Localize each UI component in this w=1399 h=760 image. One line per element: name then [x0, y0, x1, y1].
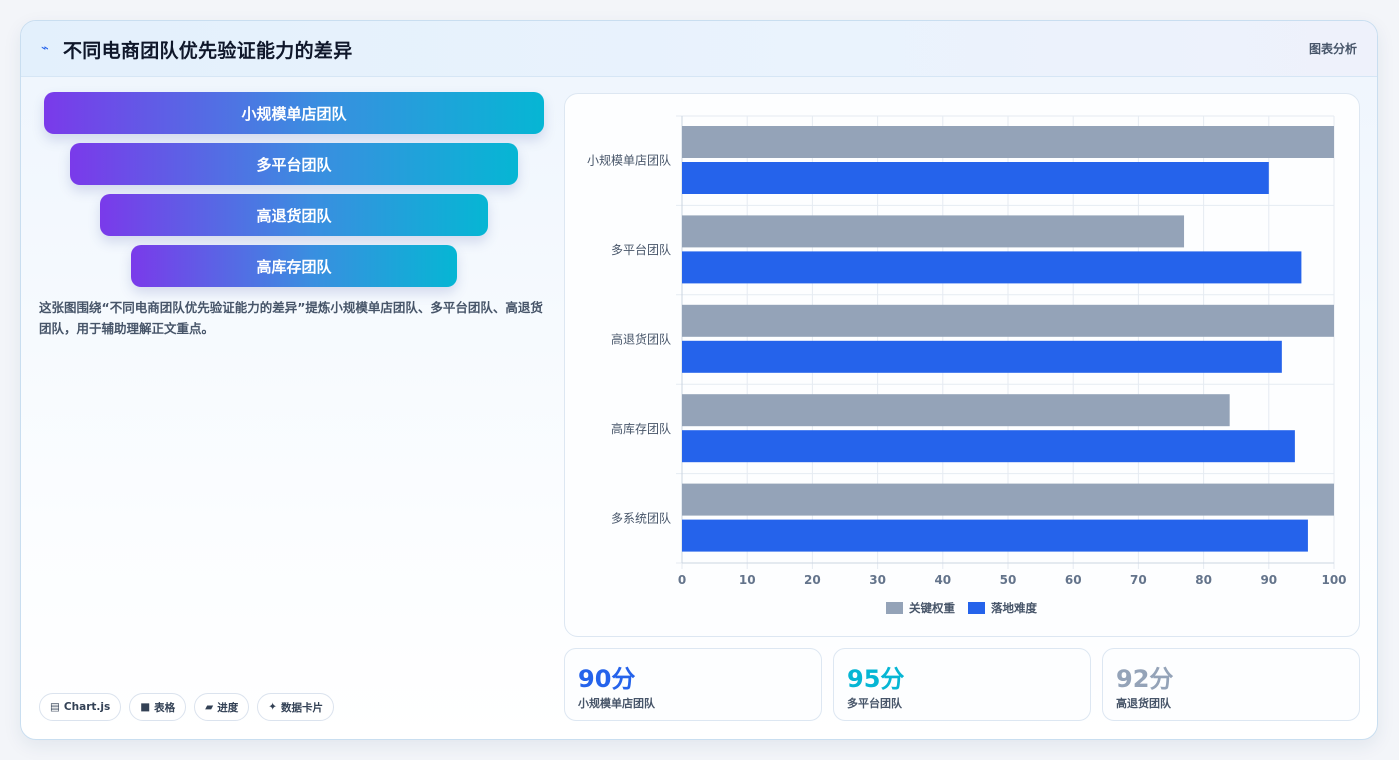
main-card: ⌁ 不同电商团队优先验证能力的差异 图表分析 小规模单店团队 多平台团队 高退货… [20, 20, 1378, 740]
x-tick-label: 30 [869, 573, 886, 587]
x-tick-label: 40 [934, 573, 951, 587]
legend-swatch [886, 602, 903, 614]
tag-table[interactable]: ■ 表格 [129, 693, 187, 721]
y-category-label: 多平台团队 [611, 242, 671, 257]
x-tick-label: 20 [804, 573, 821, 587]
stat-value: 95分 [847, 665, 905, 693]
bar-difficulty [682, 340, 1282, 373]
funnel-item-high-return: 高退货团队 [100, 194, 488, 236]
x-tick-label: 80 [1195, 573, 1212, 587]
y-category-label: 多系统团队 [611, 510, 671, 525]
x-tick-label: 0 [678, 573, 686, 587]
chart-icon: ▤ [50, 701, 60, 713]
funnel-item-multi-platform: 多平台团队 [70, 143, 518, 185]
chart-description: 这张图围绕“不同电商团队优先验证能力的差异”提炼小规模单店团队、多平台团队、高退… [39, 300, 543, 336]
bar-weight [682, 304, 1334, 337]
y-category-label: 小规模单店团队 [587, 153, 671, 168]
stat-value: 92分 [1116, 665, 1174, 693]
legend-swatch [968, 602, 985, 614]
stat-label: 高退货团队 [1116, 697, 1171, 710]
card-header: ⌁ 不同电商团队优先验证能力的差异 图表分析 [21, 21, 1377, 77]
y-category-label: 高退货团队 [611, 332, 671, 347]
funnel-item-small-store: 小规模单店团队 [44, 92, 544, 134]
tag-chartjs[interactable]: ▤ Chart.js [39, 693, 122, 721]
chart-analysis-label: 图表分析 [1308, 42, 1357, 56]
tag-label: Chart.js [63, 701, 111, 713]
funnel-item-high-inventory: 高库存团队 [131, 245, 457, 287]
bar-weight [682, 215, 1185, 248]
table-icon: ■ [140, 701, 151, 713]
funnel-item-label: 高库存团队 [256, 257, 332, 276]
tag-list: ▤ Chart.js ■ 表格 ▰ 进度 ✦ 数据卡片 [39, 693, 335, 721]
chart-panel: 0 10 20 30 40 50 60 70 80 90 100 小规模单店团队多平台团队高退货团队高… [564, 93, 1360, 637]
tag-label: 进度 [217, 701, 239, 714]
legend-label: 落地难度 [991, 601, 1037, 615]
stat-card-small-store: 90分 小规模单店团队 [564, 648, 822, 721]
page-title: 不同电商团队优先验证能力的差异 [63, 40, 353, 62]
bar-weight [682, 483, 1334, 516]
stat-label: 多平台团队 [847, 697, 902, 710]
funnel-item-label: 高退货团队 [256, 206, 332, 225]
x-tick-label: 100 [1321, 573, 1346, 587]
y-category-label: 高库存团队 [611, 421, 671, 436]
legend-label: 关键权重 [909, 601, 955, 615]
bar-weight [682, 126, 1334, 158]
sparkle-icon: ⌁ [41, 41, 49, 56]
progress-icon: ▰ [205, 701, 214, 713]
card-icon: ✦ [268, 701, 278, 713]
x-tick-label: 70 [1130, 573, 1147, 587]
bar-difficulty [682, 162, 1269, 194]
bar-chart: 0 10 20 30 40 50 60 70 80 90 100 小规模单店团队多平台团队高退货团队高… [587, 115, 1347, 615]
tag-progress[interactable]: ▰ 进度 [194, 693, 250, 721]
stat-value: 90分 [578, 665, 636, 693]
x-tick-label: 60 [1065, 573, 1082, 587]
bar-weight [682, 394, 1230, 427]
stat-card-multi-platform: 95分 多平台团队 [833, 648, 1091, 721]
x-tick-label: 50 [1000, 573, 1017, 587]
bar-difficulty [682, 519, 1308, 552]
tag-data-card[interactable]: ✦ 数据卡片 [257, 693, 335, 721]
funnel-item-label: 小规模单店团队 [241, 104, 347, 123]
stat-card-high-return: 92分 高退货团队 [1102, 648, 1360, 721]
tag-label: 表格 [154, 701, 176, 714]
stat-label: 小规模单店团队 [578, 697, 655, 710]
bar-difficulty [682, 430, 1295, 463]
tag-label: 数据卡片 [281, 701, 324, 714]
funnel-item-label: 多平台团队 [256, 155, 332, 174]
x-tick-label: 10 [739, 573, 756, 587]
x-tick-label: 90 [1260, 573, 1277, 587]
bar-difficulty [682, 251, 1302, 284]
